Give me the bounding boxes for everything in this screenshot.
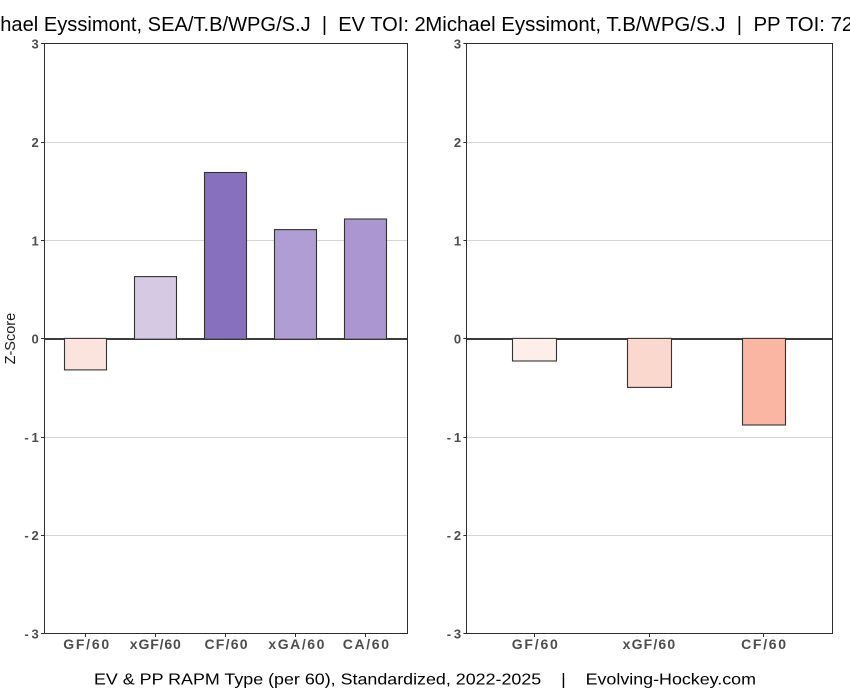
svg-text:1: 1 [31, 233, 38, 248]
svg-text:-3: -3 [24, 626, 38, 641]
svg-text:xGA/60: xGA/60 [268, 636, 324, 652]
svg-text:EV & PP RAPM Type (per 60), St: EV & PP RAPM Type (per 60), Standardized… [94, 671, 756, 688]
svg-text:CA/60: CA/60 [343, 636, 389, 652]
svg-text:-2: -2 [447, 528, 461, 543]
svg-text:-2: -2 [24, 528, 38, 543]
svg-text:3: 3 [31, 37, 38, 52]
svg-text:-1: -1 [24, 430, 38, 445]
svg-text:Michael Eyssimont, T.B/WPG/S.J: Michael Eyssimont, T.B/WPG/S.J | PP TOI:… [425, 14, 850, 36]
svg-text:-3: -3 [447, 626, 461, 641]
svg-text:0: 0 [454, 332, 461, 347]
svg-text:CF/60: CF/60 [204, 636, 247, 652]
svg-text:2: 2 [31, 135, 38, 150]
svg-text:-1: -1 [447, 430, 461, 445]
svg-text:0: 0 [31, 332, 38, 347]
svg-text:GF/60: GF/60 [63, 636, 109, 652]
svg-text:3: 3 [454, 37, 461, 52]
svg-text:2: 2 [454, 135, 461, 150]
svg-text:xGF/60: xGF/60 [623, 636, 676, 652]
svg-text:GF/60: GF/60 [512, 636, 558, 652]
svg-text:xGF/60: xGF/60 [130, 636, 181, 652]
svg-text:Michael Eyssimont, SEA/T.B/WPG: Michael Eyssimont, SEA/T.B/WPG/S.J | EV … [0, 14, 487, 36]
svg-text:Z-Score: Z-Score [3, 313, 19, 365]
svg-text:1: 1 [454, 233, 461, 248]
svg-text:CF/60: CF/60 [741, 636, 786, 652]
